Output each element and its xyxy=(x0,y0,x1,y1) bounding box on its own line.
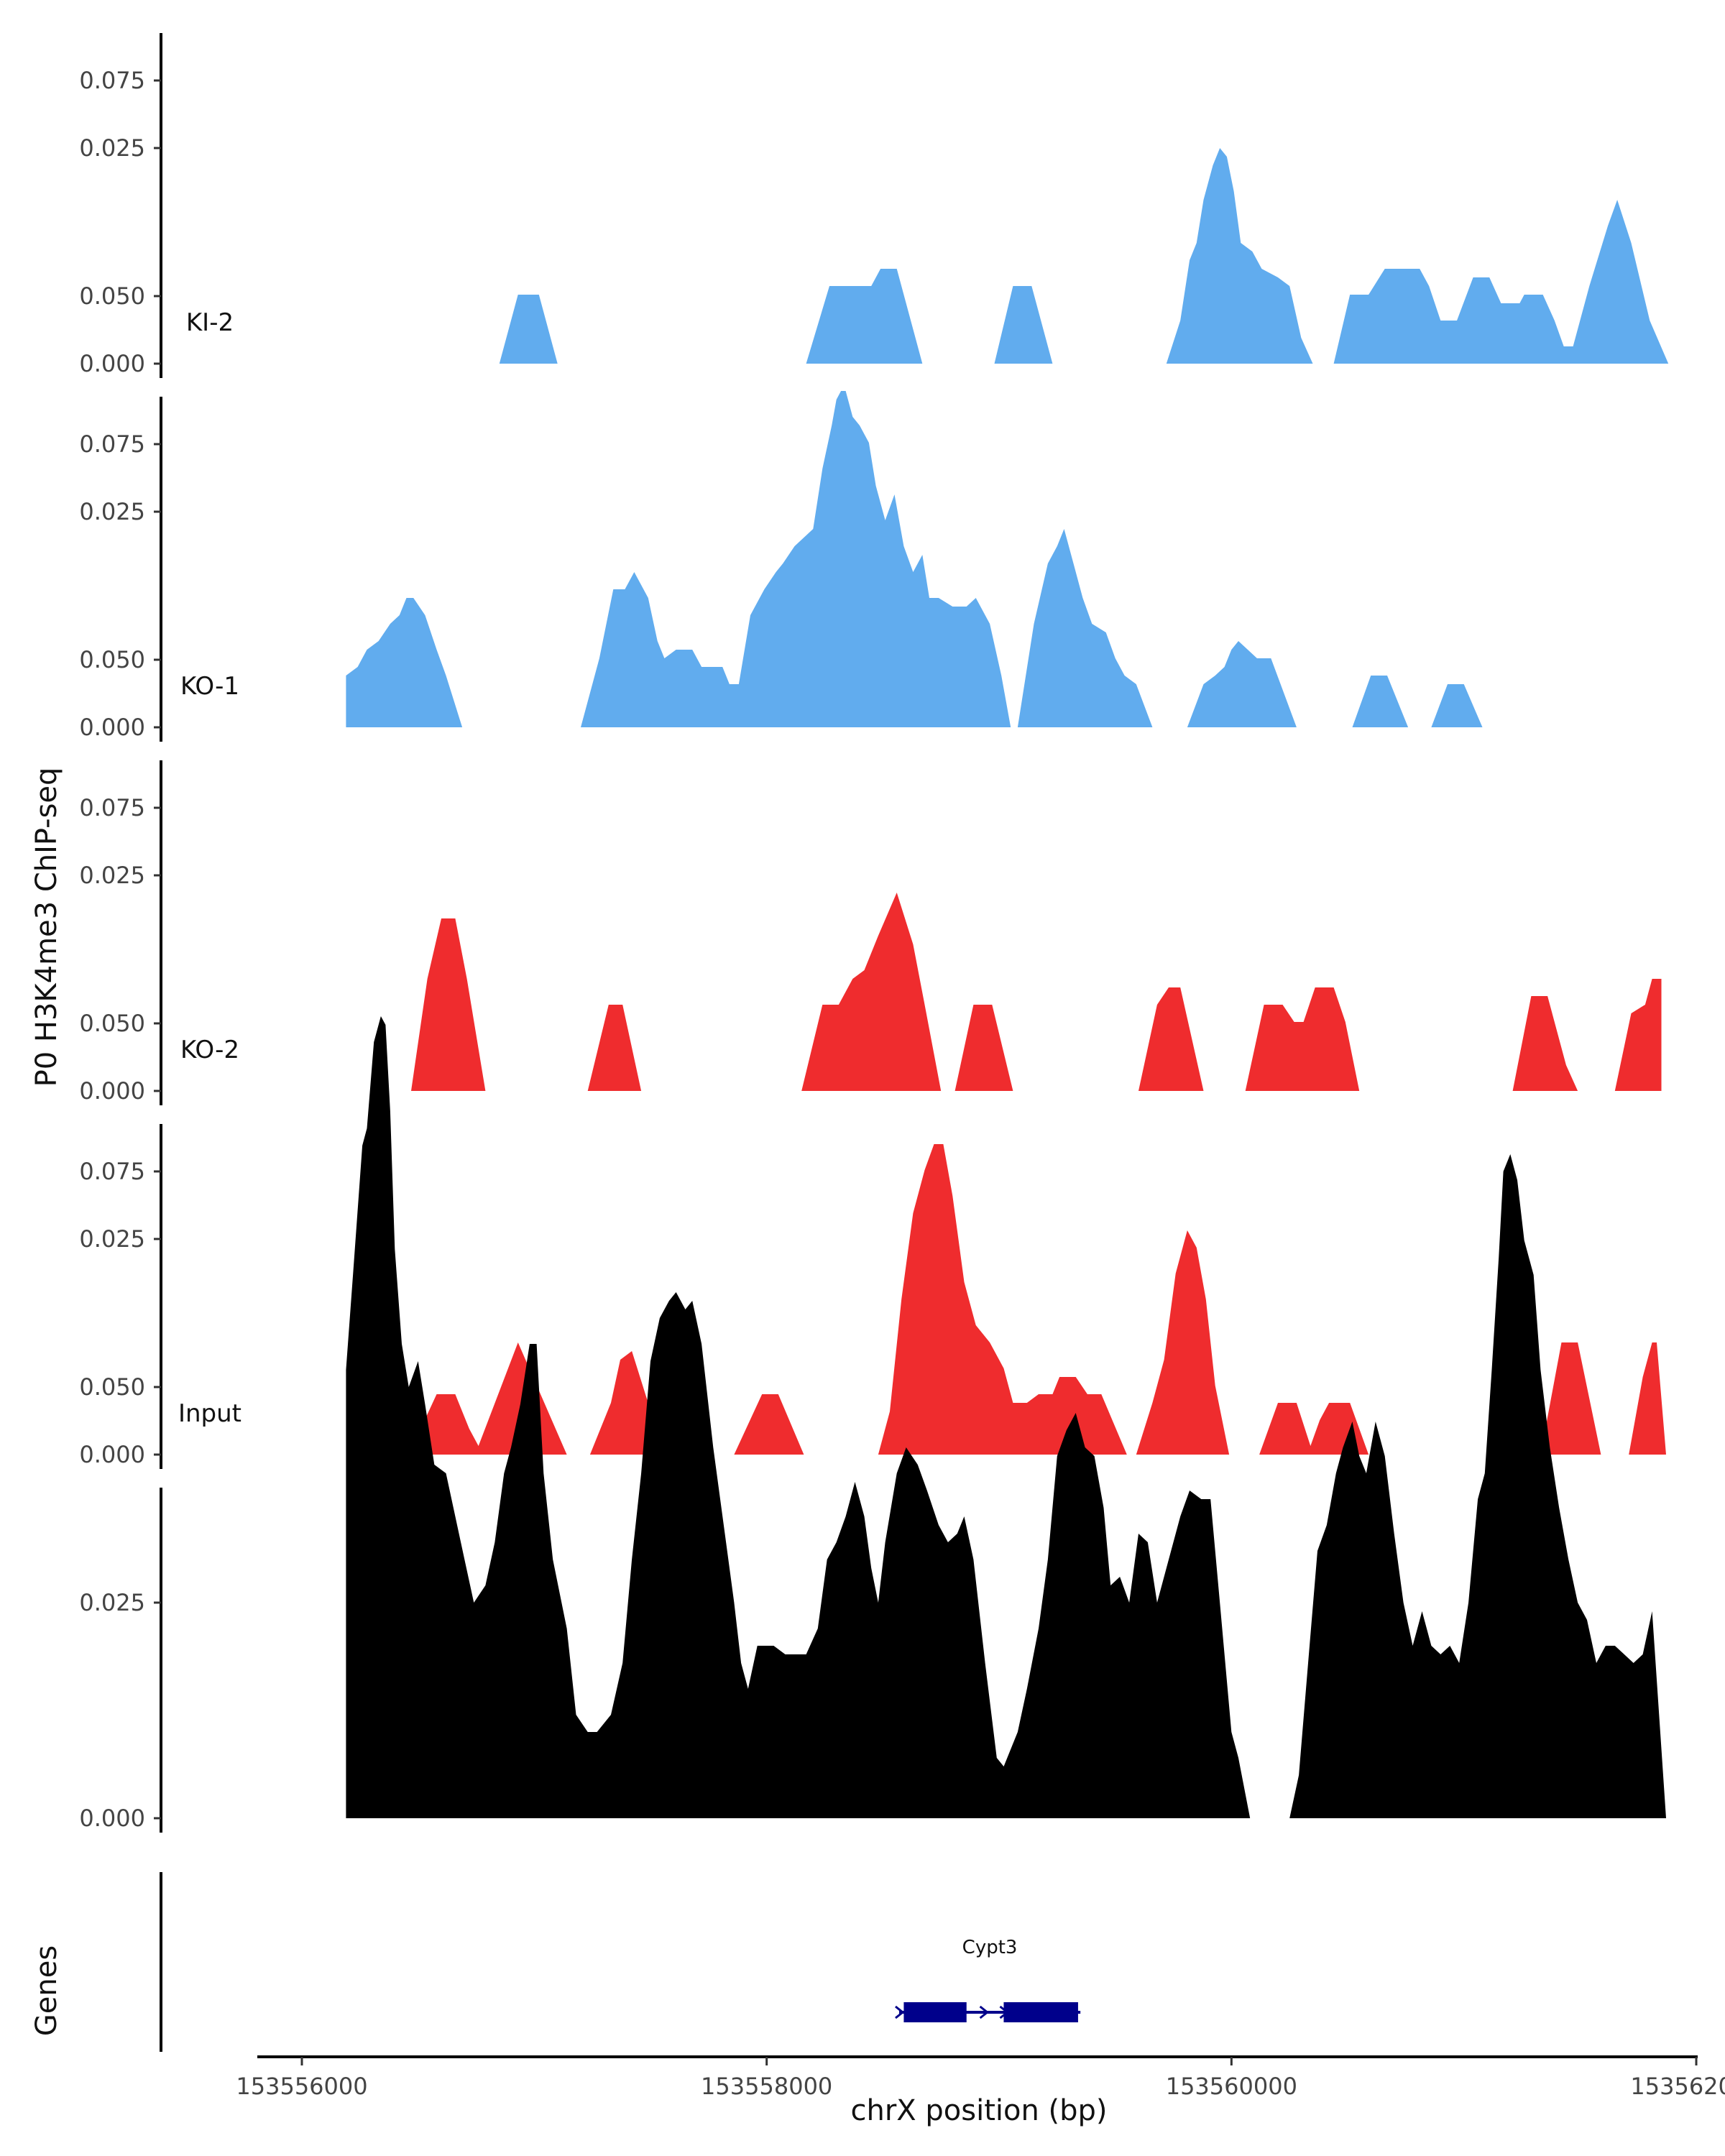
track-ko-2: 0.000 0.025 0.050 0.075 KO-2 xyxy=(79,794,1666,1469)
track-ko-1: 0.000 0.025 0.050 0.075 KO-1 xyxy=(79,430,1662,1105)
signal-area xyxy=(734,1394,804,1455)
y-tick-label: 0.025 xyxy=(79,134,145,162)
x-tick-label: 153556000 xyxy=(236,2073,367,2100)
signal-area xyxy=(878,1144,1127,1455)
x-tick-label: 153562000 xyxy=(1630,2073,1725,2100)
x-tick-label: 153560000 xyxy=(1166,2073,1297,2100)
y-tick-label: 0.000 xyxy=(79,1805,145,1832)
x-axis-title: chrX position (bp) xyxy=(850,2094,1107,2127)
y-tick-label: 0.025 xyxy=(79,1225,145,1253)
track-label: KO-1 xyxy=(180,672,239,701)
y-tick-label: 0.000 xyxy=(79,1441,145,1468)
track-ki-2: 0.000 0.025 0.050 0.075 KI-2 xyxy=(79,67,1483,742)
gene-exon xyxy=(1003,2002,1078,2022)
strand-arrow xyxy=(999,2005,1009,2019)
signal-area xyxy=(801,893,942,1091)
gene-track: Cypt3 xyxy=(160,1872,1081,2052)
y-tick-label: 0.075 xyxy=(79,67,145,94)
y-axis-title: P0 H3K4me3 ChIP-seq xyxy=(30,768,63,1087)
signal-area xyxy=(346,598,463,727)
x-axis: 153556000 153558000 153560000 153562000 xyxy=(236,2055,1725,2100)
y-tick-label: 0.050 xyxy=(79,282,145,310)
signal-area xyxy=(499,295,558,364)
track-input: 0.000 0.025 0.050 0.075 Input xyxy=(79,1016,1666,1833)
y-tick-label: 0.050 xyxy=(79,1010,145,1037)
signal-area xyxy=(346,1016,1251,1818)
y-tick-label: 0.025 xyxy=(79,862,145,889)
signal-area xyxy=(1540,1342,1601,1455)
y-tick-label: 0.075 xyxy=(79,1158,145,1185)
y-tick-label: 0.075 xyxy=(79,430,145,458)
signal-area xyxy=(1333,200,1669,364)
strand-arrow xyxy=(895,2005,905,2019)
signal-area xyxy=(1017,529,1153,727)
signal-area xyxy=(1512,996,1578,1091)
signal-area xyxy=(1259,1403,1369,1455)
signal-area xyxy=(1187,641,1297,727)
y-tick-label: 0.050 xyxy=(79,1373,145,1401)
signal-area xyxy=(1166,148,1313,364)
signal-area xyxy=(587,1005,642,1091)
y-tick-label: 0.075 xyxy=(79,794,145,821)
signal-area xyxy=(1352,676,1409,727)
signal-area xyxy=(411,918,486,1091)
signal-area xyxy=(1614,979,1662,1091)
signal-area xyxy=(994,286,1053,364)
genes-axis-title: Genes xyxy=(30,1945,63,2036)
y-tick-label: 0.025 xyxy=(79,1589,145,1616)
signal-tracks: 0.0000.0250.0500.075KI-10.0000.0250.0500… xyxy=(79,33,1669,1833)
signal-area xyxy=(1136,1230,1230,1455)
signal-area xyxy=(806,269,923,364)
y-tick-label: 0.050 xyxy=(79,646,145,673)
signal-area xyxy=(954,1005,1013,1091)
gene-cypt3: Cypt3 xyxy=(895,1937,1081,2022)
signal-area xyxy=(408,1342,567,1455)
strand-arrow xyxy=(979,2005,990,2019)
track-label: KI-2 xyxy=(186,308,234,337)
y-tick-label: 0.000 xyxy=(79,714,145,741)
signal-area xyxy=(1138,987,1204,1091)
gene-exon xyxy=(903,2002,967,2022)
y-tick-label: 0.000 xyxy=(79,350,145,377)
y-tick-label: 0.000 xyxy=(79,1077,145,1105)
signal-area xyxy=(1629,1342,1666,1455)
y-tick-label: 0.025 xyxy=(79,498,145,525)
signal-area xyxy=(581,391,1011,727)
gene-label: Cypt3 xyxy=(962,1937,1018,1958)
signal-area xyxy=(1289,1154,1666,1818)
x-tick-label: 153558000 xyxy=(701,2073,832,2100)
signal-area xyxy=(1431,684,1483,727)
track-label: Input xyxy=(178,1399,242,1428)
signal-area xyxy=(1245,987,1360,1091)
track-label: KO-2 xyxy=(180,1036,239,1064)
